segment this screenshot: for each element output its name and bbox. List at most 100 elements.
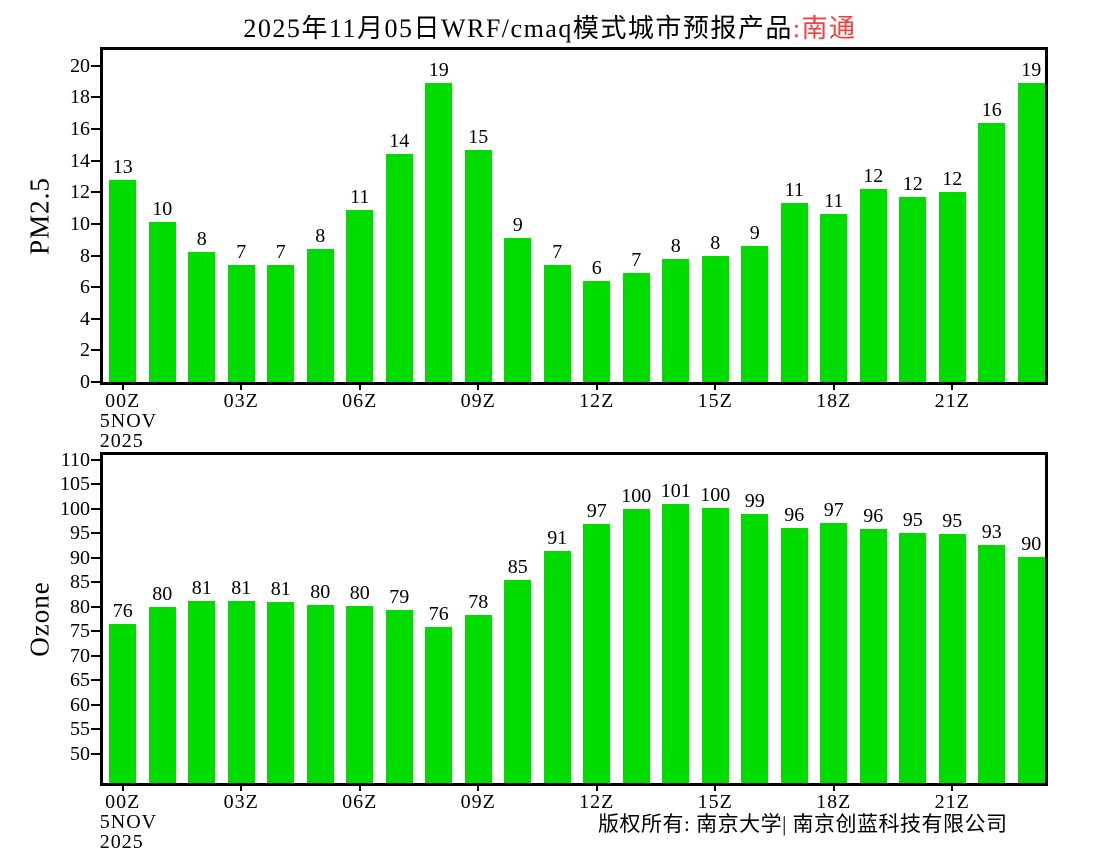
bar-value-label: 80	[152, 583, 173, 606]
axis-start-date-label: 5NOV 2025	[100, 812, 157, 852]
bar	[780, 203, 808, 382]
bar-value-label: 6	[591, 256, 602, 279]
x-axis-tick-label: 21Z	[934, 390, 970, 412]
bar	[346, 606, 374, 783]
bar	[899, 532, 927, 783]
bar-value-label: 100	[621, 485, 652, 508]
bar	[978, 545, 1006, 783]
x-axis-tick-label: 09Z	[460, 390, 496, 412]
bar-value-label: 8	[196, 228, 207, 251]
bar	[227, 265, 255, 382]
y-axis-tick	[91, 317, 100, 320]
page-title: 2025年11月05日WRF/cmaq模式城市预报产品:南通	[0, 8, 1100, 45]
bar-value-label: 8	[315, 225, 326, 248]
bar	[425, 627, 453, 783]
bar-value-label: 95	[942, 509, 963, 532]
y-axis-tick-label: 10	[70, 212, 90, 235]
x-axis-tick	[358, 382, 361, 390]
x-axis-tick	[240, 783, 243, 791]
y-axis-tick	[91, 128, 100, 131]
bar	[701, 255, 729, 382]
y-axis-tick-label: 80	[70, 595, 90, 618]
bar-value-label: 80	[349, 582, 370, 605]
x-axis-tick	[951, 783, 954, 791]
x-axis-tick	[595, 783, 598, 791]
bar	[1017, 83, 1045, 382]
x-axis-tick	[477, 783, 480, 791]
x-axis-tick	[714, 783, 717, 791]
bar-value-label: 14	[389, 130, 410, 153]
bar-value-label: 93	[981, 521, 1002, 544]
bar-value-label: 78	[468, 590, 489, 613]
x-axis-tick	[595, 382, 598, 390]
bar-value-label: 16	[981, 98, 1002, 121]
bar	[622, 509, 650, 783]
bar-value-label: 99	[744, 490, 765, 513]
y-axis-tick-label: 4	[80, 307, 90, 330]
bar	[583, 524, 611, 783]
x-axis-tick-label: 03Z	[223, 791, 259, 813]
title-city-name: :南通	[792, 14, 857, 43]
x-axis-tick-label: 03Z	[223, 390, 259, 412]
x-axis-tick	[121, 783, 124, 791]
x-axis-tick	[951, 382, 954, 390]
y-axis-tick	[91, 222, 100, 225]
bar-value-label: 13	[112, 155, 133, 178]
bar-value-label: 11	[784, 179, 804, 202]
bar-value-label: 97	[823, 499, 844, 522]
bar-value-label: 12	[942, 168, 963, 191]
y-axis-tick	[91, 458, 100, 461]
bar-value-label: 7	[552, 241, 563, 264]
pm25-plot-area: 13 10 8 7 7 8 11 14 19 15 9 7 6 7 8 8 9 11 11 12 12 12 16 19 0 2 4…	[70, 47, 1048, 451]
y-axis-tick	[91, 703, 100, 706]
bar	[227, 601, 255, 783]
bar	[741, 246, 769, 382]
bar	[109, 624, 137, 783]
bar-value-label: 11	[350, 185, 370, 208]
bar	[267, 265, 295, 382]
y-axis-tick-label: 60	[70, 693, 90, 716]
bar-value-label: 81	[270, 578, 291, 601]
y-axis-tick	[91, 159, 100, 162]
y-axis-tick	[91, 581, 100, 584]
bar	[780, 527, 808, 783]
bar	[859, 189, 887, 382]
bar	[385, 154, 413, 382]
bar	[820, 214, 848, 382]
y-axis-tick-label: 70	[70, 644, 90, 667]
x-axis-tick-label: 12Z	[579, 390, 615, 412]
y-axis-tick-label: 50	[70, 742, 90, 765]
y-axis-tick-label: 65	[70, 669, 90, 692]
y-axis-tick-label: 2	[80, 339, 90, 362]
x-axis-tick	[240, 382, 243, 390]
x-axis-tick	[121, 382, 124, 390]
bar	[662, 258, 690, 382]
y-axis-tick	[91, 630, 100, 633]
bar	[148, 607, 176, 783]
x-axis-tick-label: 00Z	[105, 390, 141, 412]
bar-value-label: 100	[700, 484, 731, 507]
axis-date-line1: 5NOV	[99, 811, 158, 833]
bar-value-label: 15	[468, 125, 489, 148]
bar-value-label: 8	[710, 231, 721, 254]
bar	[741, 514, 769, 783]
bar-value-label: 81	[231, 577, 252, 600]
y-axis-tick-label: 95	[70, 522, 90, 545]
bar	[820, 523, 848, 783]
axis-date-line2: 2025	[99, 831, 144, 853]
axis-date-line1: 5NOV	[99, 410, 158, 432]
bar	[188, 600, 216, 783]
x-axis-tick-label: 09Z	[460, 791, 496, 813]
bar	[464, 149, 492, 382]
bar-value-label: 96	[784, 503, 805, 526]
y-axis-tick-label: 12	[70, 181, 90, 204]
y-axis-tick	[91, 64, 100, 67]
y-axis-tick-label: 110	[60, 448, 90, 471]
bar-value-label: 95	[902, 508, 923, 531]
x-axis-tick-label: 15Z	[697, 390, 733, 412]
bar-value-label: 12	[902, 173, 923, 196]
bar	[899, 197, 927, 382]
y-axis-tick-label: 14	[70, 149, 90, 172]
